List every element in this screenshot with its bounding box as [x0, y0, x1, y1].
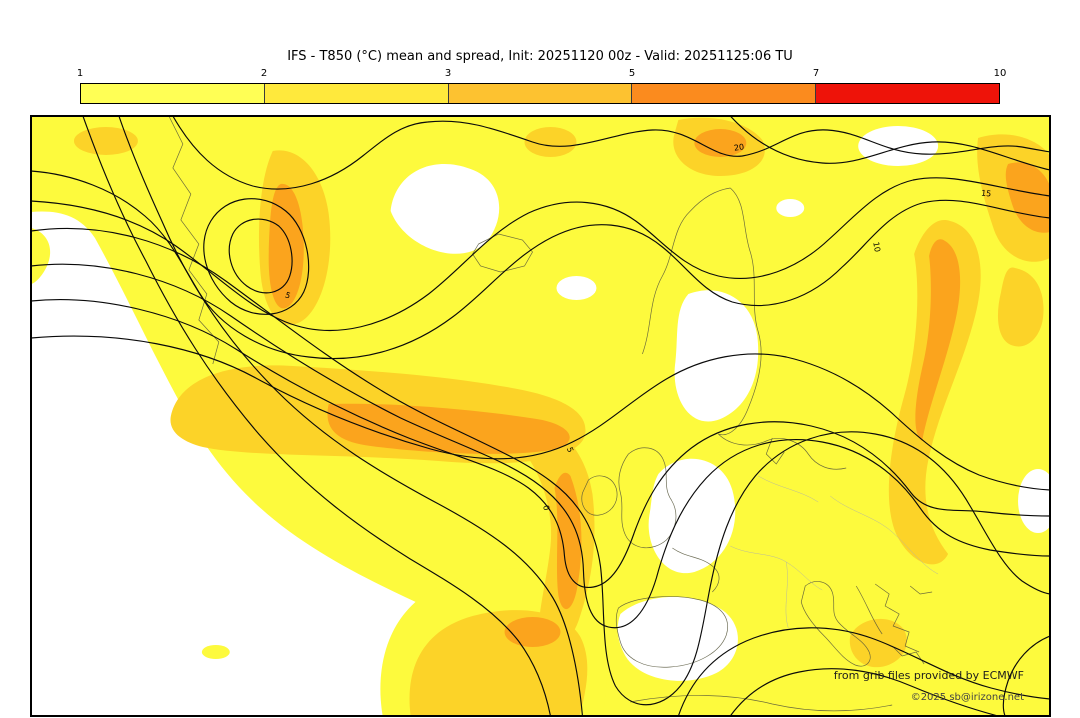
- contour-label: 10: [871, 241, 882, 253]
- colorbar-bar: [80, 83, 1000, 104]
- spread-orange-layer: [268, 129, 1050, 647]
- credit-ecmwf: from grib files provided by ECMWF: [833, 669, 1024, 682]
- credit-copyright: ©2025 sb@irizone.net: [910, 692, 1024, 703]
- colorbar-segment: [815, 84, 999, 103]
- map-svg: [31, 116, 1050, 716]
- colorbar-segment: [263, 84, 448, 103]
- colorbar-segment: [447, 84, 632, 103]
- colorbar-tick: 1: [76, 68, 84, 79]
- colorbar-tick: 3: [444, 68, 452, 79]
- colorbar-tick: 2: [260, 68, 268, 79]
- colorbar-tick: 5: [628, 68, 636, 79]
- colorbar-tick: 7: [812, 68, 820, 79]
- chart-title: IFS - T850 (°C) mean and spread, Init: 2…: [287, 49, 793, 64]
- colorbar-segment: [81, 84, 264, 103]
- country-border-lines: [730, 475, 939, 629]
- colorbar-tick: 10: [993, 68, 1007, 79]
- contour-label: 20: [733, 142, 745, 153]
- contour-label: 15: [980, 188, 992, 199]
- map-border: [31, 116, 1050, 716]
- colorbar-legend: 1 2 3 5 7 10: [76, 68, 1007, 104]
- contour-lines: [31, 116, 1050, 716]
- colorbar-ticks: 1 2 3 5 7 10: [76, 68, 1007, 83]
- colorbar-segment: [631, 84, 816, 103]
- map-canvas: 20 15 10 5 0 5 from grib files provided …: [30, 115, 1051, 717]
- low-spread-white-areas: [390, 126, 1050, 681]
- coastline-lines: [168, 116, 933, 712]
